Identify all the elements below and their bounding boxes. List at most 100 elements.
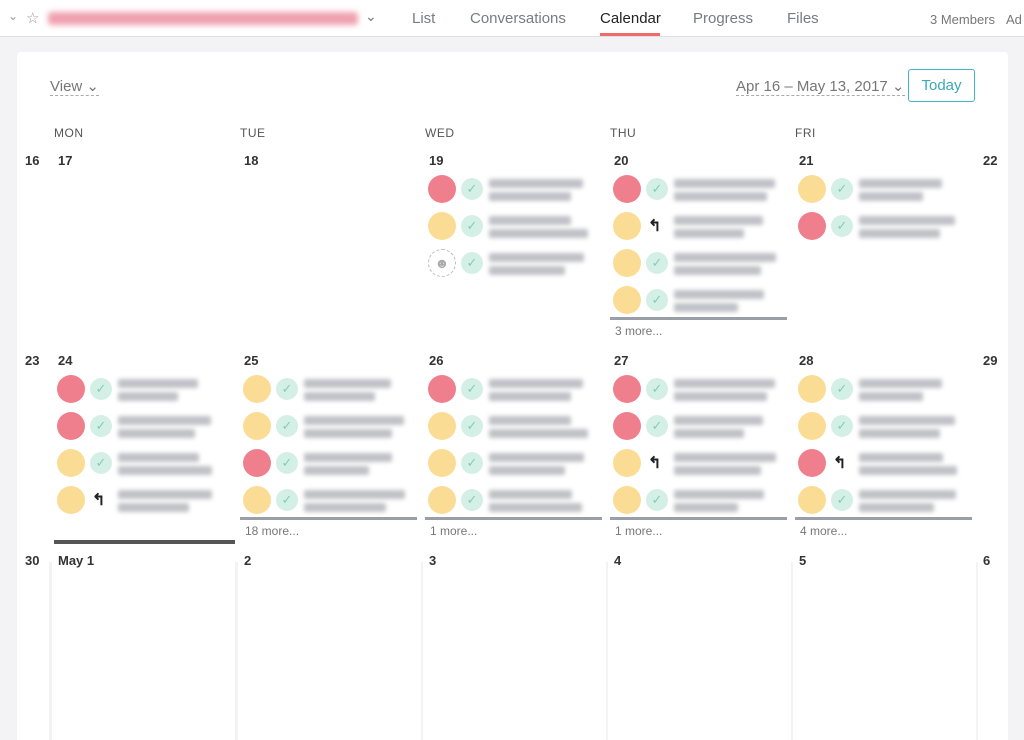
avatar bbox=[243, 412, 271, 440]
tab-active[interactable]: Calendar bbox=[600, 10, 661, 27]
weekend-cell bbox=[17, 547, 49, 740]
day-cell bbox=[608, 547, 791, 740]
weekday: WED bbox=[425, 126, 455, 140]
range-dropdown[interactable]: Apr 16 – May 13, 2017 ⌄ bbox=[736, 78, 905, 96]
task-name-blurred bbox=[859, 490, 956, 499]
avatar bbox=[613, 286, 641, 314]
check: ✓ bbox=[831, 415, 853, 437]
day-number: 26 bbox=[429, 353, 444, 368]
task-name-blurred bbox=[304, 466, 369, 475]
active-underline bbox=[600, 33, 660, 36]
task-name-blurred bbox=[489, 466, 565, 475]
weekday: MON bbox=[54, 126, 84, 140]
check: ✓ bbox=[646, 415, 668, 437]
view-label: View bbox=[50, 78, 83, 95]
avatar bbox=[243, 449, 271, 477]
day-number: 6 bbox=[983, 553, 991, 568]
avatar bbox=[798, 175, 826, 203]
subtask-icon: ↰ bbox=[92, 492, 106, 509]
view-dropdown[interactable]: View ⌄ bbox=[50, 78, 99, 96]
weekday: FRI bbox=[795, 126, 816, 140]
top-bar: ⌄ ☆ ⌄ List Conversations Calendar Progre… bbox=[0, 0, 1024, 37]
check: ✓ bbox=[461, 489, 483, 511]
task-name-blurred bbox=[859, 416, 955, 425]
task-name-blurred bbox=[859, 453, 943, 462]
task-name-blurred bbox=[304, 379, 391, 388]
check: ✓ bbox=[90, 452, 112, 474]
day-number: 21 bbox=[799, 153, 814, 168]
range-label: Apr 16 – May 13, 2017 bbox=[736, 78, 888, 95]
more-bar bbox=[240, 517, 417, 520]
day-cell bbox=[52, 147, 235, 340]
check: ✓ bbox=[646, 489, 668, 511]
project-menu[interactable]: ⌄ bbox=[365, 8, 377, 24]
more-link: 4 more... bbox=[800, 524, 848, 538]
star[interactable]: ☆ bbox=[26, 10, 40, 27]
selected-bar bbox=[54, 540, 235, 544]
members[interactable]: 3 Members bbox=[930, 12, 996, 27]
avatar bbox=[428, 212, 456, 240]
avatar bbox=[613, 449, 641, 477]
avatar bbox=[798, 212, 826, 240]
avatar bbox=[428, 175, 456, 203]
check: ✓ bbox=[461, 378, 483, 400]
task-name-blurred bbox=[304, 429, 392, 438]
task-name-blurred bbox=[674, 416, 763, 425]
check: ✓ bbox=[646, 178, 668, 200]
day-number: 24 bbox=[58, 353, 73, 368]
avatar bbox=[57, 412, 85, 440]
avatar bbox=[798, 449, 826, 477]
check: ✓ bbox=[90, 378, 112, 400]
day-cell bbox=[793, 147, 976, 340]
today-button[interactable]: Today bbox=[908, 69, 975, 102]
check: ✓ bbox=[276, 415, 298, 437]
project-name-blurred bbox=[48, 12, 358, 25]
avatar bbox=[798, 486, 826, 514]
avatar bbox=[798, 375, 826, 403]
task-name-blurred bbox=[118, 416, 211, 425]
day-number: 25 bbox=[244, 353, 259, 368]
more-link: 18 more... bbox=[245, 524, 300, 538]
check: ✓ bbox=[646, 378, 668, 400]
task-name-blurred bbox=[859, 179, 942, 188]
more-bar bbox=[610, 517, 787, 520]
day-number: 4 bbox=[614, 553, 622, 568]
task-name-blurred bbox=[118, 453, 199, 462]
weekend-cell bbox=[17, 347, 49, 540]
check: ✓ bbox=[461, 252, 483, 274]
tab[interactable]: Files bbox=[787, 10, 819, 27]
task-name-blurred bbox=[859, 192, 923, 201]
subtask-icon: ↰ bbox=[648, 218, 662, 235]
check: ✓ bbox=[276, 378, 298, 400]
avatar bbox=[613, 375, 641, 403]
task-name-blurred bbox=[674, 503, 738, 512]
add[interactable]: Ad bbox=[1006, 12, 1022, 27]
task-name-blurred bbox=[489, 379, 583, 388]
task-name-blurred bbox=[489, 490, 572, 499]
check: ✓ bbox=[831, 178, 853, 200]
day-number: 5 bbox=[799, 553, 807, 568]
task-name-blurred bbox=[859, 392, 923, 401]
task-name-blurred bbox=[118, 503, 189, 512]
chevron[interactable]: ⌄ bbox=[8, 9, 19, 23]
tab[interactable]: Conversations bbox=[470, 10, 566, 27]
day-cell bbox=[423, 547, 606, 740]
day-number: 29 bbox=[983, 353, 998, 368]
tab[interactable]: Progress bbox=[693, 10, 754, 27]
day-number: 16 bbox=[25, 153, 40, 168]
tab[interactable]: List bbox=[412, 10, 436, 27]
check: ✓ bbox=[831, 378, 853, 400]
avatar bbox=[613, 486, 641, 514]
task-name-blurred bbox=[674, 290, 764, 299]
task-name-blurred bbox=[859, 216, 955, 225]
avatar bbox=[57, 486, 85, 514]
more-bar bbox=[795, 517, 972, 520]
day-number: 20 bbox=[614, 153, 629, 168]
task-name-blurred bbox=[489, 253, 584, 262]
check: ✓ bbox=[461, 415, 483, 437]
day-cell bbox=[52, 547, 235, 740]
task-name-blurred bbox=[674, 392, 767, 401]
more-link: 1 more... bbox=[615, 524, 663, 538]
day-number: 27 bbox=[614, 353, 629, 368]
task-name-blurred bbox=[859, 229, 940, 238]
